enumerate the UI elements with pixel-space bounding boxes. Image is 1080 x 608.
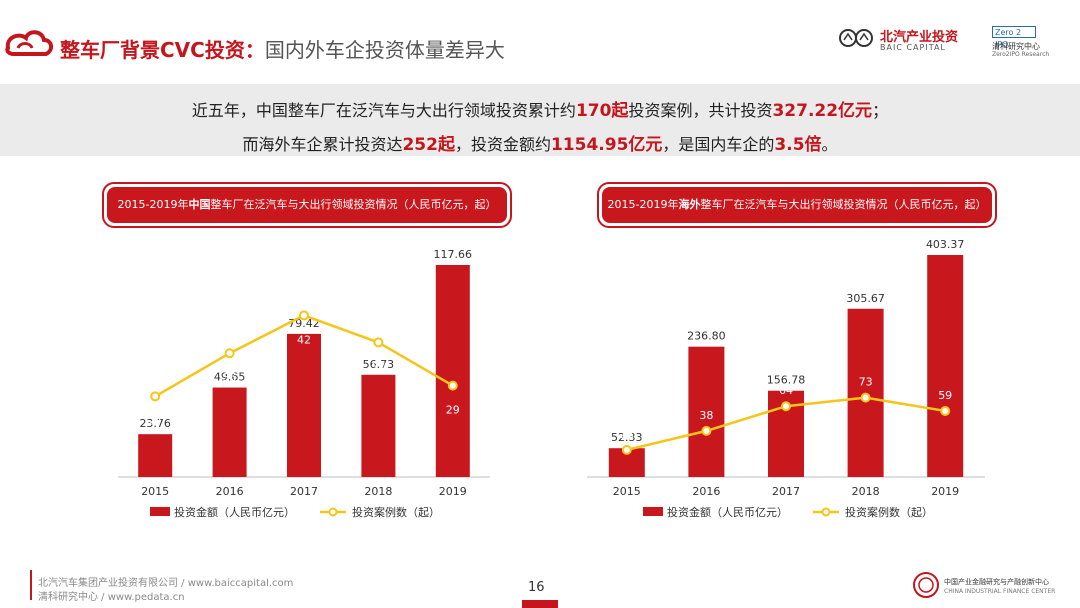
count-label: 29 (446, 404, 460, 417)
count-point (701, 425, 712, 436)
count-label: 37 (371, 360, 385, 373)
count-label: 73 (859, 376, 873, 389)
bar-value-label: 156.78 (767, 374, 806, 387)
bar-value-label: 305.67 (846, 292, 885, 305)
bar-value-label: 236.80 (687, 330, 726, 343)
chart-domestic: 23.76201549.65201679.42201756.732018117.… (118, 248, 490, 519)
x-tick-label: 2015 (613, 485, 641, 498)
count-point (299, 310, 309, 321)
legend-bar-label: 投资金额（人民币亿元） (174, 505, 295, 519)
brand-en-baic: BAIC CAPITAL (880, 43, 946, 52)
brand-name-baic: 北汽产业投资 (880, 30, 959, 45)
legend-line-label: 投资案例数（起） (845, 505, 933, 519)
count-label: 18 (620, 428, 634, 441)
domestic-amount: 327.22亿元 (772, 101, 873, 121)
x-tick-label: 2016 (692, 485, 720, 498)
chart-overseas: 52.33 2015 236.80 2016 156.78 2017 305.67 2018 4… (587, 238, 985, 519)
bar (212, 387, 247, 477)
legend-line-label: 投资案例数（起） (352, 505, 440, 519)
legend-line-marker (821, 507, 831, 517)
footer-logo-cn: 中国产业金融研究与产融创新中心 (944, 578, 1049, 586)
bar-value-label: 56.73 (363, 358, 395, 371)
count-point (150, 391, 161, 402)
brand-name-zero2ipo: 清科研究中心 (992, 42, 1040, 51)
bar-value-label: 49.65 (214, 371, 246, 384)
legend-bar-swatch (643, 507, 663, 516)
bar (927, 255, 964, 477)
x-tick-label: 2016 (216, 485, 244, 498)
page-number: 16 (528, 580, 545, 595)
count-label: 64 (779, 384, 793, 397)
x-tick-label: 2017 (772, 485, 800, 498)
bar-value-label: 52.33 (611, 431, 643, 444)
page-title: 整车厂背景CVC投资：国内外车企投资体量差异大 (60, 38, 505, 62)
bar (138, 434, 173, 477)
footer-accent-bar (30, 570, 32, 600)
summary-line-2: 而海外车企累计投资达252起，投资金额约1154.95亿元，是国内车企的3.5倍… (242, 135, 838, 155)
count-label: 42 (297, 333, 311, 346)
bar-value-label: 117.66 (434, 248, 473, 261)
chart-title-overseas: 2015-2019年海外整车厂在泛汽车与大出行领域投资情况（人民币亿元，起） (597, 182, 997, 228)
count-label: 38 (699, 409, 713, 422)
count-point (940, 405, 951, 416)
cloud-logo-icon (5, 30, 53, 56)
summary-line-1: 近五年，中国整车厂在泛汽车与大出行领域投资累计约170起投资案例，共计投资327… (191, 101, 889, 121)
zero2ipo-logo: Zero 2 IPO (992, 26, 1036, 49)
legend-line-marker (328, 507, 338, 517)
page-subtitle: 国内外车企投资体量差异大 (264, 38, 505, 62)
bar (361, 374, 396, 477)
ratio-value: 3.5倍 (774, 135, 822, 155)
footer-line-2: 清科研究中心 / www.pedata.cn (38, 592, 185, 603)
count-point (621, 444, 632, 455)
bar (287, 333, 321, 477)
x-tick-label: 2019 (931, 485, 959, 498)
x-tick-label: 2019 (439, 485, 467, 498)
count-point (447, 380, 458, 391)
x-tick-label: 2018 (364, 485, 392, 498)
footer-logo-en: CHINA INDUSTRIAL FINANCE CENTER (944, 588, 1056, 595)
bar-value-label: 23.76 (139, 417, 171, 430)
bar (688, 346, 725, 477)
page-number-marker (522, 600, 558, 608)
count-point (224, 348, 235, 359)
count-label: 35 (223, 371, 237, 384)
count-point (373, 337, 384, 348)
x-tick-label: 2018 (852, 485, 880, 498)
count-label: 27 (148, 414, 162, 427)
bar-value-label: 403.37 (926, 238, 965, 251)
header: 整车厂背景CVC投资：国内外车企投资体量差异大 北汽产业投资 BAIC CAPI… (0, 0, 1080, 72)
x-tick-label: 2017 (290, 485, 318, 498)
baic-logo-icon (839, 29, 873, 47)
count-label: 59 (938, 389, 952, 402)
count-point (781, 401, 791, 412)
legend-bar-swatch (150, 507, 170, 516)
brand-en-zero2ipo: Zero2IPO Research (992, 51, 1050, 58)
overseas-amount: 1154.95亿元 (550, 135, 663, 155)
bar (435, 265, 470, 477)
cifc-seal-icon (913, 572, 939, 598)
overseas-deal-count: 252起 (402, 135, 455, 155)
footer-line-1: 北汽汽车集团产业投资有限公司 / www.baiccapital.com (38, 578, 294, 589)
legend-bar-label: 投资金额（人民币亿元） (667, 505, 788, 519)
domestic-deal-count: 170起 (575, 101, 629, 121)
chart-title-domestic: 2015-2019年中国整车厂在泛汽车与大出行领域投资情况（人民币亿元，起） (102, 182, 512, 228)
count-point (860, 392, 871, 403)
x-tick-label: 2015 (141, 485, 169, 498)
summary-band (0, 84, 1080, 156)
